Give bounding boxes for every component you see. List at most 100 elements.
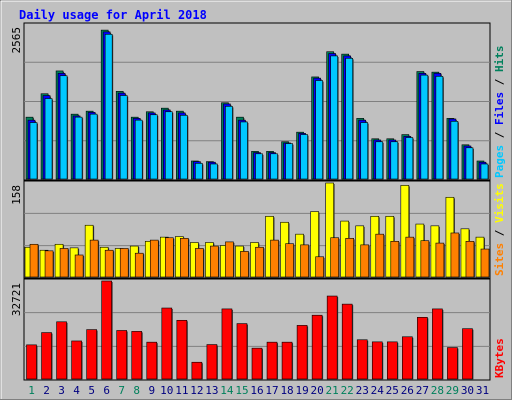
bar-visits xyxy=(310,211,319,278)
bar-kbytes xyxy=(326,295,338,380)
day-tick-label: 19 xyxy=(295,384,308,397)
bar-pages xyxy=(390,141,399,180)
bar-sites xyxy=(420,240,430,278)
day-tick-label: 13 xyxy=(205,384,218,397)
day-tick-label: 20 xyxy=(311,384,324,397)
day-tick-label: 12 xyxy=(190,384,203,397)
bar-kbytes xyxy=(71,340,82,380)
bar-sites xyxy=(330,237,339,278)
side-label-hits: Hits xyxy=(493,46,506,73)
bar-pages xyxy=(255,153,263,180)
bar-sites xyxy=(29,243,39,278)
chart-panels: 2565 Pages / Files / Hits 158 Sites / Visit… xyxy=(10,22,506,381)
bar-kbytes xyxy=(101,280,112,380)
side-label-pages: Pages xyxy=(493,145,506,178)
bar-kbytes xyxy=(371,341,383,380)
bar-kbytes xyxy=(281,341,293,380)
side-label-visits: Visits xyxy=(493,183,506,223)
bar-pages xyxy=(89,113,98,180)
bar-sites xyxy=(134,252,144,278)
bar-sites xyxy=(270,239,279,278)
bar-kbytes xyxy=(236,323,248,380)
side-label-separator: / xyxy=(493,223,506,243)
bar-kbytes xyxy=(116,330,128,380)
bar-kbytes xyxy=(206,344,218,380)
day-tick-label: 31 xyxy=(476,384,489,397)
bar-kbytes xyxy=(176,319,188,380)
bar-pages xyxy=(270,153,278,180)
bar-pages xyxy=(119,95,128,180)
bar-kbytes xyxy=(432,308,443,380)
day-axis: 1 2 3 4 5 6 7 8 9 10 11 12 13 14 15 16 17 18 19 20 21 22 23 24 2… xyxy=(28,384,489,397)
bar-pages xyxy=(360,122,369,180)
y-max-label: 32721 xyxy=(10,283,23,316)
day-tick-label: 15 xyxy=(235,384,248,397)
chart-panel-3: 32721 KBytes xyxy=(10,278,506,381)
series-side-label: Pages / Files / Hits xyxy=(493,46,506,179)
day-tick-label: 29 xyxy=(446,384,459,397)
bar-kbytes xyxy=(221,308,233,380)
bar-sites xyxy=(225,241,234,278)
bar-sites xyxy=(180,238,189,278)
bar-sites xyxy=(405,236,415,278)
day-tick-label: 21 xyxy=(326,384,339,397)
bar-pages xyxy=(134,119,143,180)
bar-pages xyxy=(465,147,474,180)
bar-sites xyxy=(315,256,324,278)
day-tick-label: 25 xyxy=(386,384,399,397)
bar-pages xyxy=(195,163,203,180)
side-label-files: Files xyxy=(493,92,506,125)
y-max-label: 2565 xyxy=(10,27,23,54)
bar-sites xyxy=(345,238,354,278)
bar-sites xyxy=(285,243,294,278)
day-tick-label: 17 xyxy=(265,384,278,397)
bar-visits xyxy=(400,185,410,278)
bar-sites xyxy=(165,237,174,278)
bar-kbytes xyxy=(311,314,323,380)
bar-pages xyxy=(44,98,53,180)
day-tick-label: 27 xyxy=(416,384,429,397)
bar-sites xyxy=(119,248,129,278)
day-tick-label: 18 xyxy=(280,384,293,397)
bar-pages xyxy=(104,34,113,180)
bar-kbytes xyxy=(26,344,37,380)
bar-sites xyxy=(149,239,159,278)
bar-kbytes xyxy=(41,332,52,380)
chart-title: Daily usage for April 2018 xyxy=(19,8,207,22)
bar-pages xyxy=(480,163,489,180)
bar-sites xyxy=(300,244,309,278)
day-tick-label: 30 xyxy=(461,384,474,397)
bar-kbytes xyxy=(447,347,458,380)
bar-pages xyxy=(315,80,323,180)
bar-pages xyxy=(330,55,338,180)
bar-kbytes xyxy=(56,321,67,380)
bar-kbytes xyxy=(251,347,263,380)
day-tick-label: 1 xyxy=(28,384,35,397)
bar-sites xyxy=(360,244,370,278)
bar-pages xyxy=(375,141,384,180)
day-tick-label: 3 xyxy=(58,384,65,397)
series-side-label: Sites / Visits xyxy=(493,183,506,276)
bar-kbytes xyxy=(146,341,158,380)
side-label-separator: / xyxy=(493,72,506,92)
bar-sites xyxy=(240,251,249,278)
bar-kbytes xyxy=(417,317,428,380)
bar-pages xyxy=(59,75,68,180)
bar-sites xyxy=(465,241,475,278)
bar-sites xyxy=(435,242,445,278)
bar-kbytes xyxy=(266,341,278,380)
bar-kbytes xyxy=(402,336,413,380)
day-tick-label: 28 xyxy=(431,384,444,397)
bar-sites xyxy=(44,250,54,278)
bar-kbytes xyxy=(462,328,473,380)
bar-pages xyxy=(74,116,83,180)
bar-visits xyxy=(325,182,334,278)
bar-pages xyxy=(435,76,444,180)
day-tick-label: 7 xyxy=(118,384,125,397)
bar-sites xyxy=(480,248,490,278)
bar-pages xyxy=(240,121,248,180)
bar-pages xyxy=(450,121,459,180)
bar-pages xyxy=(180,115,188,180)
